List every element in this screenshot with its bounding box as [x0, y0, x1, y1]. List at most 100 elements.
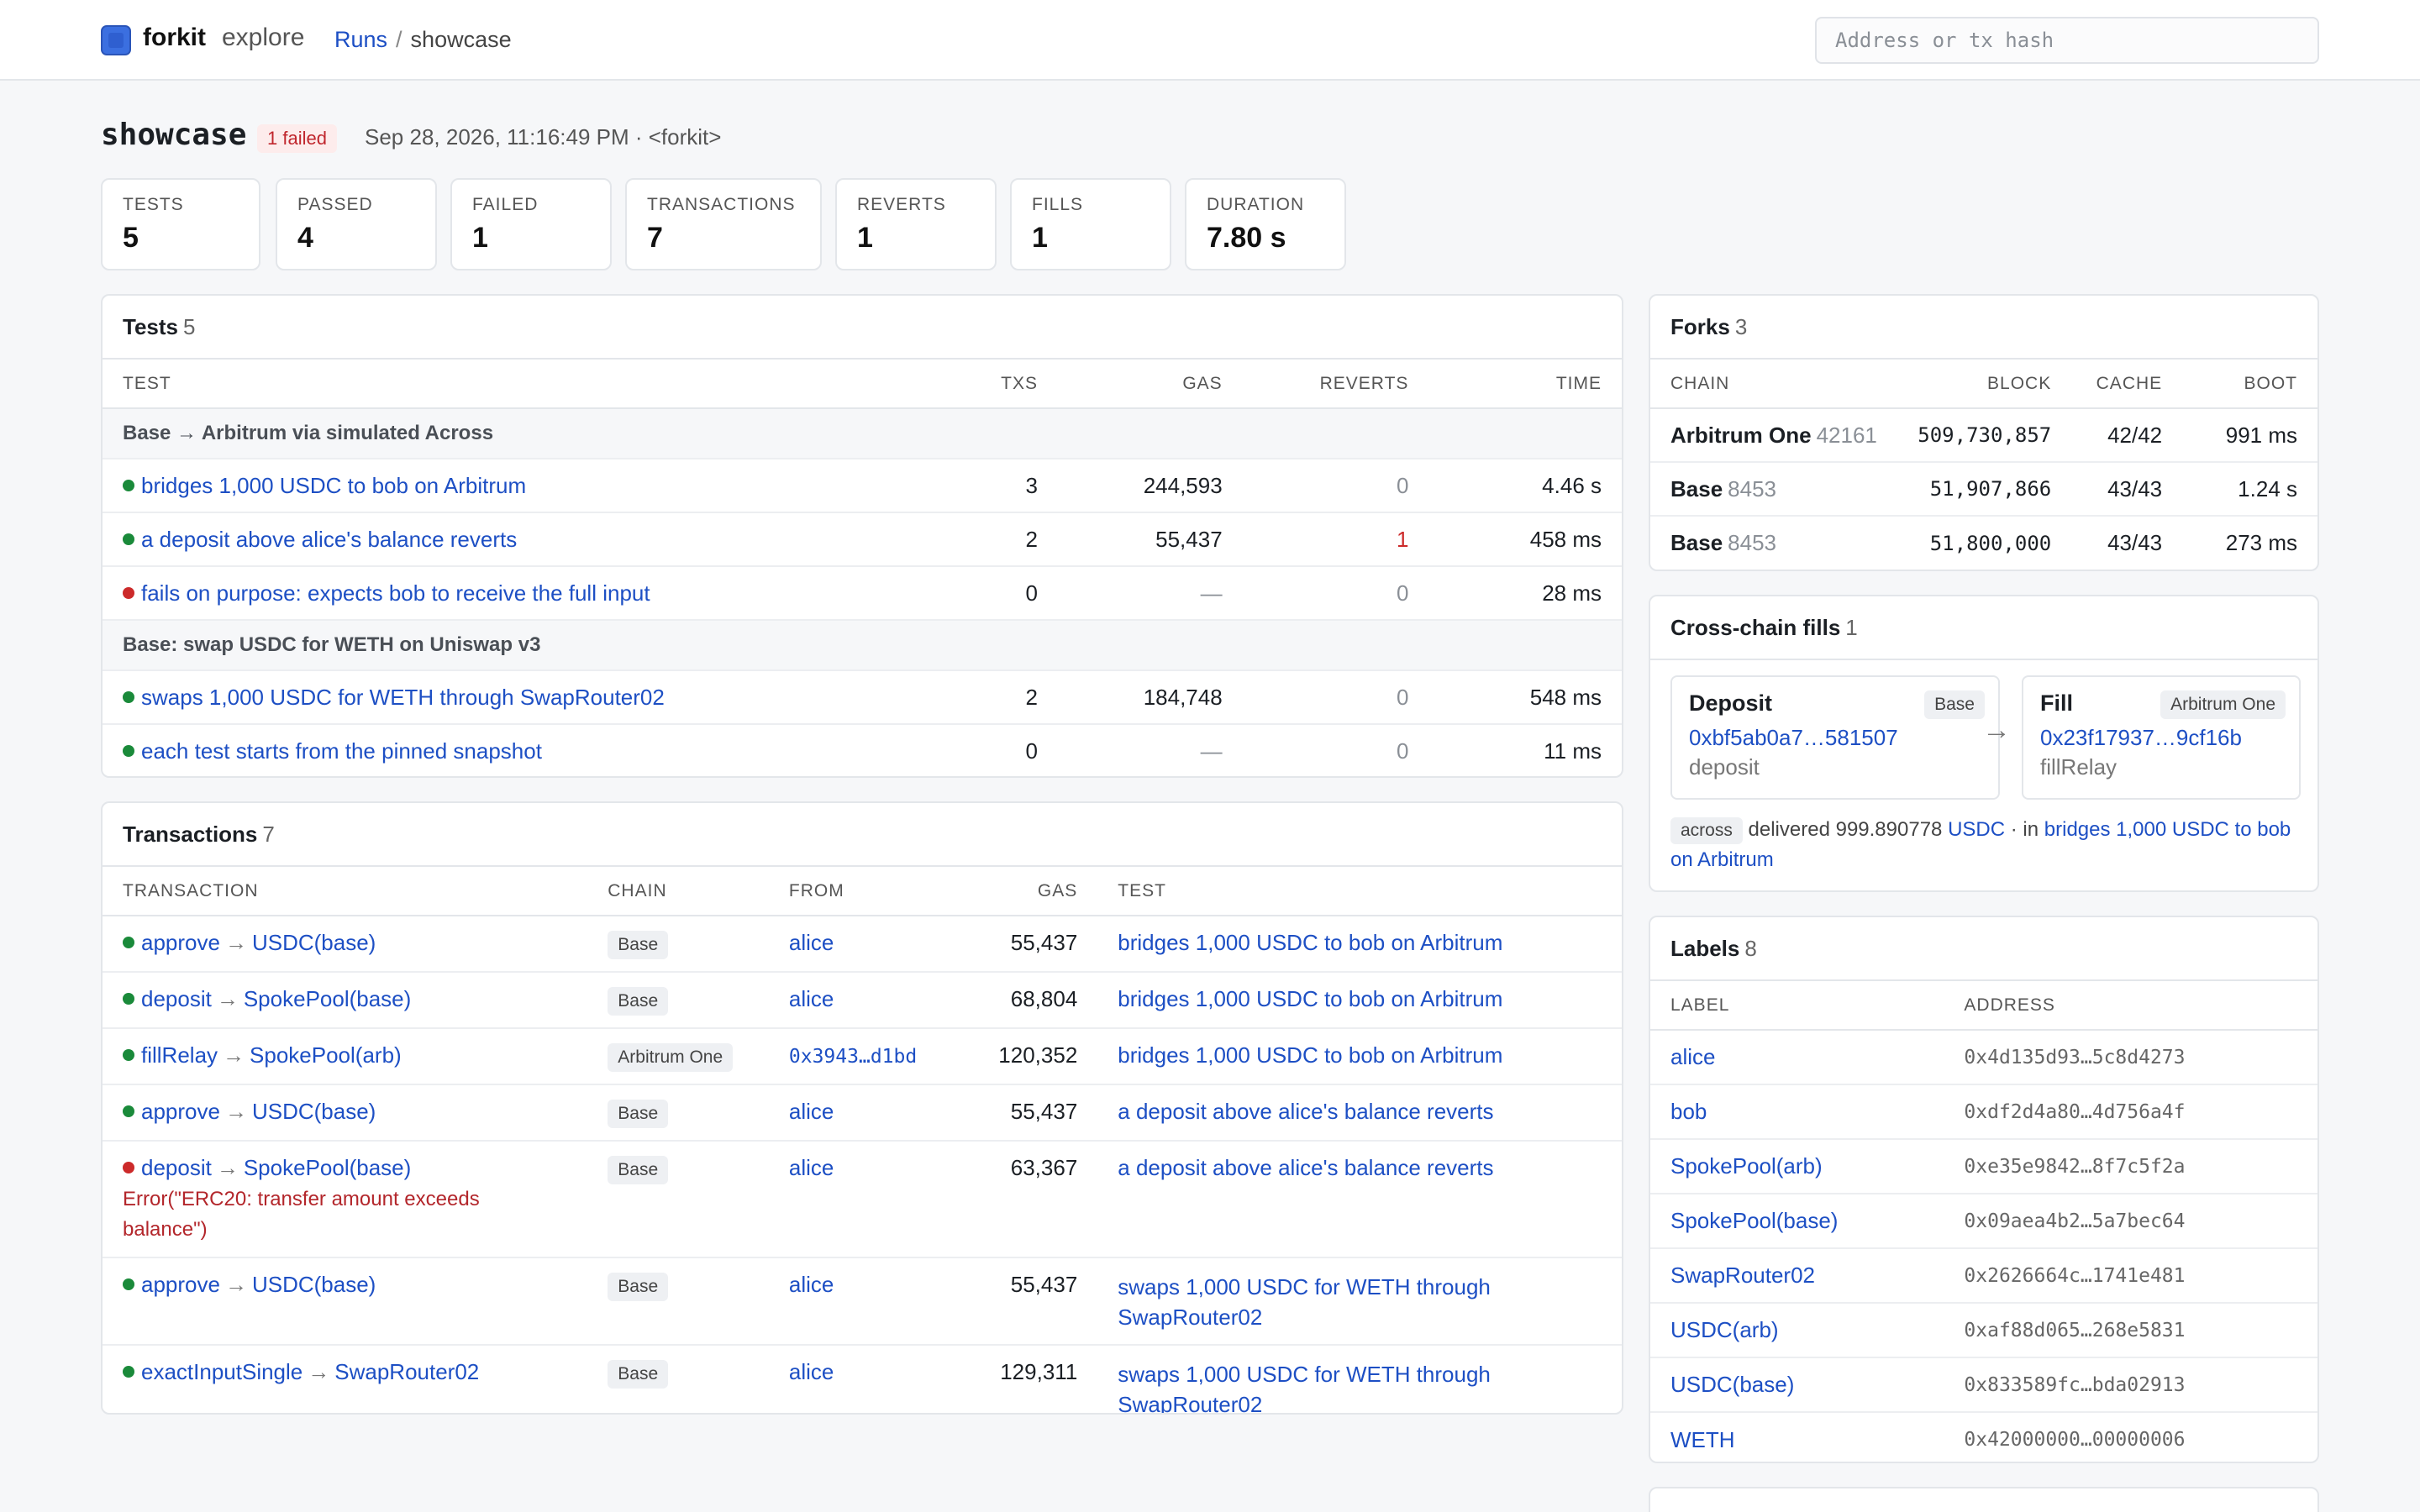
- label-link[interactable]: bob: [1670, 1099, 1707, 1124]
- cross-chain-fills-card: Cross-chain fills 1 Deposit Base 0xbf5ab0…: [1649, 595, 2319, 892]
- labels-count: 8: [1744, 936, 1757, 961]
- tx-gas: 68,804: [944, 972, 1098, 1029]
- table-row: USDC(arb) 0xaf88d065…268e5831: [1650, 1303, 2317, 1358]
- tx-test-link[interactable]: a deposit above alice's balance reverts: [1118, 1155, 1494, 1180]
- tx-gas: 55,437: [944, 1084, 1098, 1142]
- label-link[interactable]: SpokePool(base): [1670, 1208, 1839, 1233]
- breadcrumb: Runs / showcase: [334, 27, 512, 53]
- token-link[interactable]: USDC: [1948, 818, 2006, 841]
- tx-test-link[interactable]: a deposit above alice's balance reverts: [1118, 1099, 1494, 1124]
- label-address: 0x2626664c…1741e481: [1944, 1248, 2317, 1304]
- tx-gas: 55,437: [944, 916, 1098, 973]
- tx-function-link[interactable]: fillRelay: [141, 1042, 218, 1068]
- chain-badge: Base: [608, 1360, 669, 1389]
- label-link[interactable]: alice: [1670, 1044, 1716, 1069]
- tx-from-link[interactable]: alice: [788, 1155, 834, 1180]
- deposit-tx-link[interactable]: 0xbf5ab0a7…581507: [1689, 725, 1898, 750]
- label-address: 0x42000000…00000006: [1964, 1429, 2186, 1451]
- table-row[interactable]: approve → USDC(base) Base alice 55,437 a d…: [103, 1084, 1622, 1142]
- test-link[interactable]: a deposit above alice's balance reverts: [141, 526, 518, 552]
- fork-cache: 42/42: [2071, 408, 2183, 463]
- pass-status-icon: [123, 533, 134, 545]
- tx-from-link[interactable]: alice: [788, 930, 834, 955]
- tx-target-link[interactable]: USDC(base): [251, 1272, 376, 1297]
- chain-badge: Base: [608, 987, 669, 1016]
- table-row[interactable]: deposit → SpokePool(base) Error("ERC20: tra…: [103, 1141, 1622, 1258]
- test-link[interactable]: swaps 1,000 USDC for WETH through SwapRo…: [141, 684, 665, 710]
- tx-target-link[interactable]: USDC(base): [251, 930, 376, 955]
- tx-from-link[interactable]: alice: [788, 1272, 834, 1297]
- tx-test-link[interactable]: bridges 1,000 USDC to bob on Arbitrum: [1118, 1042, 1503, 1068]
- tx-function-link[interactable]: deposit: [141, 986, 212, 1011]
- label-link[interactable]: WETH: [1670, 1426, 1735, 1452]
- label-link[interactable]: SwapRouter02: [1670, 1263, 1815, 1288]
- tx-function-link[interactable]: exactInputSingle: [141, 1359, 303, 1384]
- table-row[interactable]: exactInputSingle → SwapRouter02 Base alice…: [103, 1345, 1622, 1415]
- stat-value: 7.80 s: [1207, 222, 1286, 254]
- breadcrumb-runs-link[interactable]: Runs: [334, 27, 388, 52]
- label-address: 0xe35e9842…8f7c5f2a: [1944, 1139, 2317, 1194]
- arrow-right-icon: →: [308, 1359, 330, 1384]
- stat-label: PASSED: [297, 195, 373, 214]
- test-time: 458 ms: [1428, 512, 1622, 567]
- pass-status-icon: [123, 690, 134, 703]
- table-row[interactable]: fillRelay → SpokePool(arb) Arbitrum One 0x…: [103, 1028, 1622, 1085]
- fork-chain-name: Base: [1670, 530, 1723, 555]
- tx-from-link[interactable]: 0x3943…d1bd: [788, 1046, 918, 1068]
- search-input[interactable]: [1815, 17, 2319, 64]
- test-txs: 3: [940, 459, 1058, 513]
- tx-function-link[interactable]: deposit: [141, 1155, 212, 1180]
- table-row[interactable]: approve → USDC(base) Base alice 55,437 bri…: [103, 916, 1622, 973]
- test-time: 28 ms: [1428, 566, 1622, 621]
- table-row[interactable]: approve → USDC(base) Base alice 55,437 swa…: [103, 1257, 1622, 1346]
- tx-target-link[interactable]: USDC(base): [251, 1099, 376, 1124]
- tx-test-link[interactable]: bridges 1,000 USDC to bob on Arbitrum: [1118, 930, 1503, 955]
- column-header-block: BLOCK: [1918, 360, 2072, 409]
- tx-test-link[interactable]: swaps 1,000 USDC for WETH through SwapRo…: [1118, 1274, 1491, 1330]
- table-row: Arbitrum One 42161 509,730,857 42/42 991 …: [1650, 408, 2317, 463]
- tx-function-link[interactable]: approve: [141, 930, 220, 955]
- table-row[interactable]: deposit → SpokePool(base) Base alice 68,80…: [103, 972, 1622, 1029]
- stat-label: REVERTS: [857, 195, 946, 214]
- test-link[interactable]: each test starts from the pinned snapsho…: [141, 738, 542, 764]
- tx-from-link[interactable]: alice: [788, 986, 834, 1011]
- pass-status-icon: [123, 993, 134, 1005]
- label-link[interactable]: USDC(base): [1670, 1372, 1795, 1397]
- test-link[interactable]: bridges 1,000 USDC to bob on Arbitrum: [141, 472, 527, 498]
- fill-tx-link[interactable]: 0x23f17937…9cf16b: [2040, 725, 2242, 750]
- tx-function-link[interactable]: approve: [141, 1099, 220, 1124]
- tx-function-link[interactable]: approve: [141, 1272, 220, 1297]
- label-link[interactable]: SpokePool(arb): [1670, 1153, 1823, 1179]
- brand-name[interactable]: forkit: [143, 24, 206, 51]
- tx-target-link[interactable]: SpokePool(base): [243, 986, 412, 1011]
- fail-status-icon: [123, 586, 134, 599]
- test-group-row: Base: swap USDC for WETH on Uniswap v3: [103, 620, 1622, 671]
- test-reverts: 0: [1396, 738, 1409, 764]
- column-header-txs: TXS: [940, 360, 1058, 409]
- table-row: WETH 0x42000000…00000006: [1650, 1412, 2317, 1462]
- transactions-card: Transactions 7 TRANSACTION CHAIN FROM GAS…: [101, 801, 1623, 1415]
- labels-card-header: Labels 8: [1650, 917, 2317, 981]
- chain-badge: Base: [608, 1273, 669, 1301]
- test-link[interactable]: fails on purpose: expects bob to receive…: [141, 580, 650, 606]
- tx-test-link[interactable]: bridges 1,000 USDC to bob on Arbitrum: [1118, 986, 1503, 1011]
- pass-status-icon: [123, 1366, 134, 1378]
- test-reverts: 0: [1242, 566, 1429, 621]
- stat-value: 1: [857, 222, 873, 254]
- label-address: 0x09aea4b2…5a7bec64: [1944, 1194, 2317, 1249]
- fork-cache: 43/43: [2071, 462, 2183, 517]
- label-link[interactable]: USDC(arb): [1670, 1317, 1779, 1342]
- tx-target-link[interactable]: SpokePool(base): [243, 1155, 412, 1180]
- tx-target-link[interactable]: SwapRouter02: [334, 1359, 480, 1384]
- labels-title: Labels: [1670, 936, 1740, 961]
- tx-from-link[interactable]: alice: [788, 1099, 834, 1124]
- fork-cache: 43/43: [2107, 530, 2163, 555]
- tx-from-link[interactable]: alice: [788, 1359, 834, 1384]
- fill-test-link[interactable]: bridges 1,000 USDC to bob on Arbitrum: [1670, 818, 2291, 871]
- tx-test-link[interactable]: swaps 1,000 USDC for WETH through SwapRo…: [1118, 1362, 1491, 1415]
- fork-boot: 1.24 s: [2182, 462, 2317, 517]
- stat-label: TESTS: [123, 195, 184, 214]
- forkit-logo-icon[interactable]: [101, 25, 131, 55]
- stat-value: 4: [297, 222, 313, 254]
- tx-target-link[interactable]: SpokePool(arb): [250, 1042, 402, 1068]
